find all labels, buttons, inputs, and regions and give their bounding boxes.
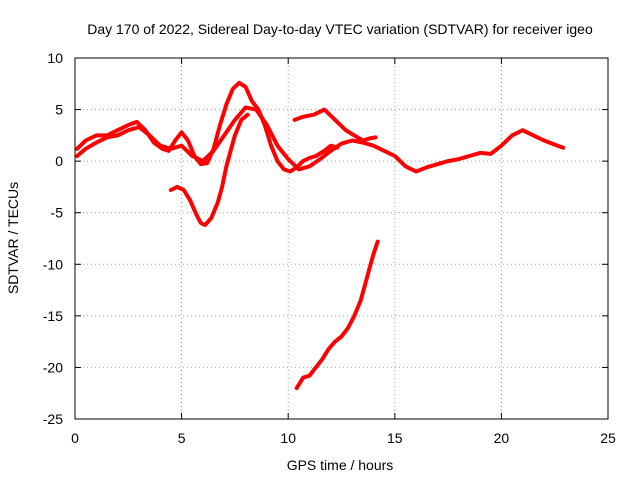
y-tick-label: 10 <box>47 50 63 66</box>
x-tick-label: 0 <box>71 430 79 446</box>
series-line-track-5 <box>294 239 380 391</box>
y-tick-label: -10 <box>43 256 63 272</box>
y-tick-label: 5 <box>55 102 63 118</box>
tick-layer: 0 5 10 15 20 25 -25 -20 -15 -10 -5 0 5 10 <box>43 50 616 446</box>
y-tick-label: 0 <box>55 153 63 169</box>
x-tick-label: 10 <box>280 430 296 446</box>
y-axis-label: SDTVAR / TECUs <box>5 182 21 294</box>
chart-title: Day 170 of 2022, Sidereal Day-to-day VTE… <box>87 21 593 37</box>
x-tick-label: 5 <box>178 430 186 446</box>
series-line-track-2 <box>75 105 566 174</box>
x-tick-label: 20 <box>494 430 510 446</box>
x-tick-label: 25 <box>600 430 616 446</box>
x-tick-label: 15 <box>387 430 403 446</box>
y-tick-label: -15 <box>43 308 63 324</box>
y-tick-label: -20 <box>43 359 63 375</box>
series-line-track-4 <box>292 107 378 143</box>
series-line-track-3 <box>168 112 250 228</box>
plot-frame <box>74 57 609 420</box>
grid-layer <box>75 58 608 419</box>
series-layer <box>75 80 566 391</box>
y-tick-label: -5 <box>51 205 64 221</box>
x-axis-label: GPS time / hours <box>287 457 394 473</box>
y-tick-label: -25 <box>43 411 63 427</box>
